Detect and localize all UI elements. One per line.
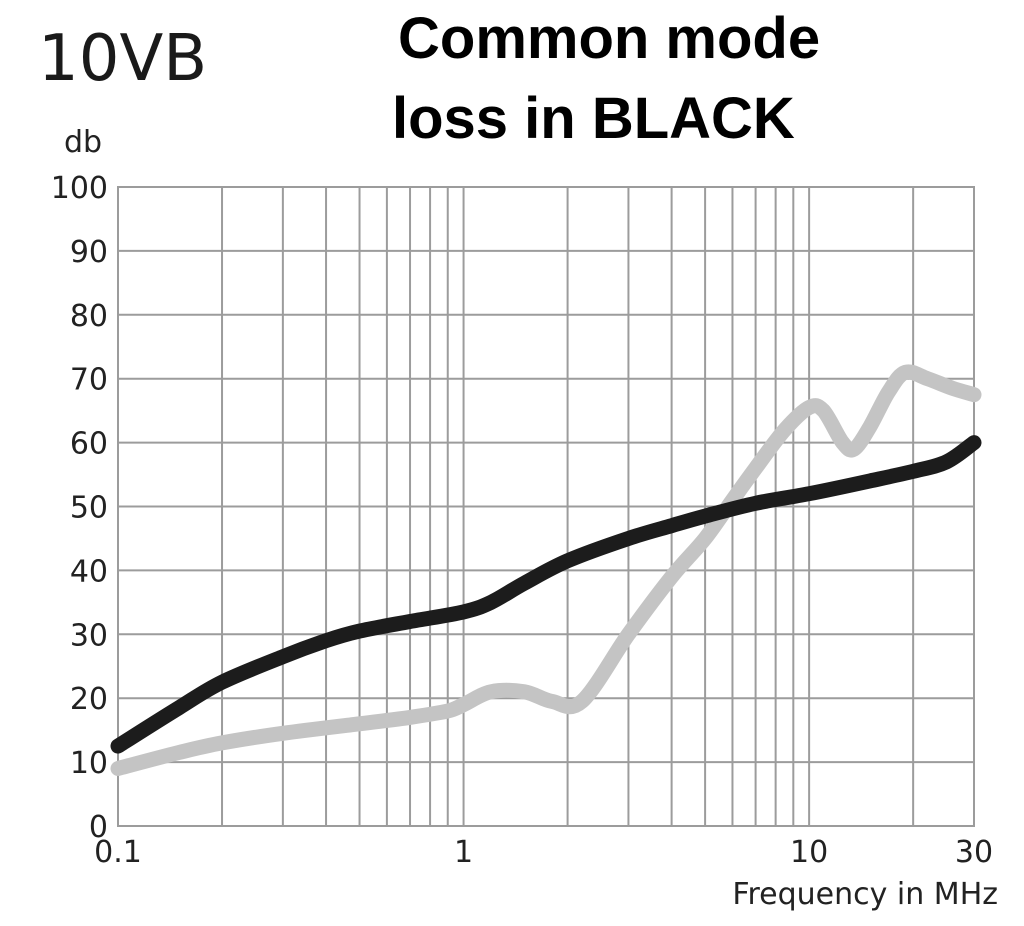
plot-grid <box>118 187 974 826</box>
chart-title-line-2: loss in BLACK <box>392 86 795 151</box>
model-label: 10VB <box>38 22 207 96</box>
series-line-grey <box>110 364 982 776</box>
y-tick-label: 10 <box>70 746 108 781</box>
y-tick-labels: 0 10 20 30 40 50 60 70 80 90 100 <box>51 171 108 845</box>
y-tick-label: 60 <box>70 427 108 462</box>
series-line-black <box>110 435 982 754</box>
y-tick-label: 30 <box>70 618 108 653</box>
y-tick-label: 100 <box>51 171 108 206</box>
x-tick-labels: 0.1 1 10 30 <box>94 835 993 870</box>
y-tick-label: 20 <box>70 682 108 717</box>
y-tick-label: 80 <box>70 299 108 334</box>
y-axis-label: db <box>64 125 102 160</box>
x-axis-label: Frequency in MHz <box>732 877 998 912</box>
y-tick-label: 50 <box>70 491 108 526</box>
x-tick-label: 1 <box>454 835 473 870</box>
plot-frame <box>117 186 975 827</box>
x-tick-label: 10 <box>790 835 828 870</box>
x-tick-label: 0.1 <box>94 835 142 870</box>
y-tick-label: 70 <box>70 363 108 398</box>
x-tick-label: 30 <box>955 835 993 870</box>
y-tick-label: 0 <box>89 810 108 845</box>
chart-title-line-1: Common mode <box>398 6 820 71</box>
y-tick-label: 40 <box>70 554 108 589</box>
series-lines <box>110 364 982 776</box>
y-tick-label: 90 <box>70 235 108 270</box>
